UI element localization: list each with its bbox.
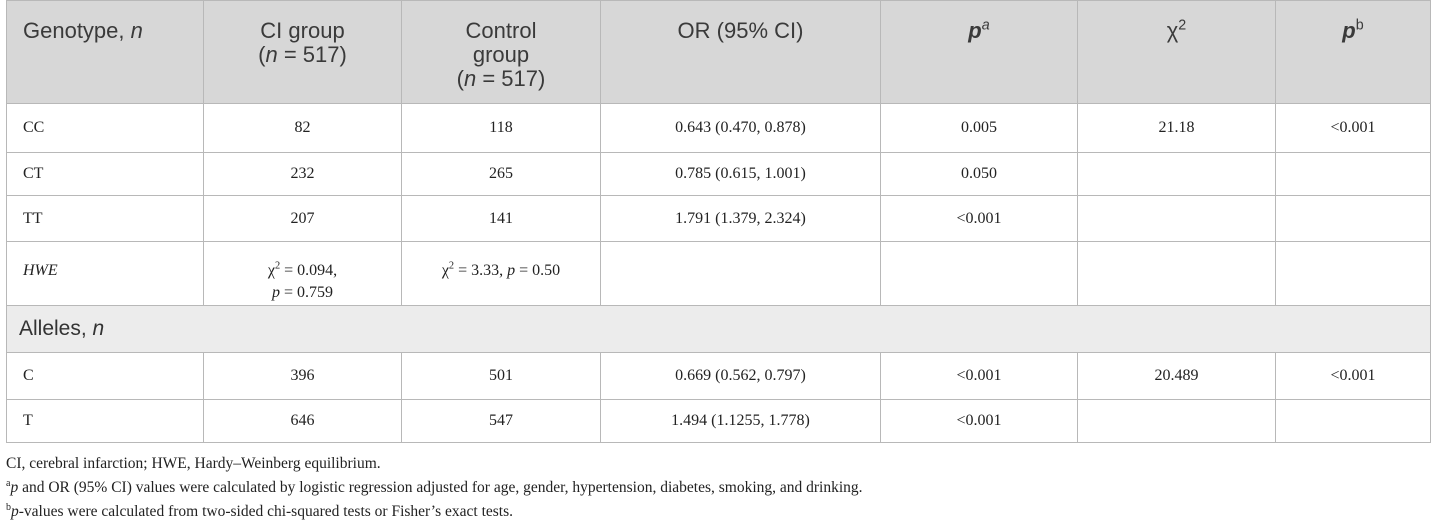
table-row: CT 232 265 0.785 (0.615, 1.001) 0.050	[6, 152, 1431, 196]
header-chi2: χ2	[1077, 0, 1276, 104]
table-row: CC 82 118 0.643 (0.470, 0.878) 0.005 21.…	[6, 103, 1431, 153]
cell-empty	[600, 241, 881, 306]
cell-genotype: CC	[6, 103, 204, 153]
cell-hwe-control: χ2 = 3.33, p = 0.50	[401, 241, 601, 306]
footnotes: CI, cerebral infarction; HWE, Hardy–Wein…	[6, 452, 1426, 524]
cell-or: 0.785 (0.615, 1.001)	[600, 152, 881, 196]
cell-empty	[880, 241, 1078, 306]
cell-p-b	[1275, 195, 1431, 242]
hwe-row: HWE χ2 = 0.094, p = 0.759 χ2 = 3.33, p = …	[6, 241, 1431, 306]
cell-p-a: <0.001	[880, 399, 1078, 443]
cell-ci: 396	[203, 352, 402, 400]
cell-ci: 82	[203, 103, 402, 153]
footnote-b: bp-values were calculated from two-sided…	[6, 501, 514, 520]
header-or: OR (95% CI)	[600, 0, 881, 104]
cell-allele: C	[6, 352, 204, 400]
table-row: T 646 547 1.494 (1.1255, 1.778) <0.001	[6, 399, 1431, 443]
header-genotype: Genotype, n	[6, 0, 204, 104]
cell-or: 0.643 (0.470, 0.878)	[600, 103, 881, 153]
cell-control: 265	[401, 152, 601, 196]
cell-ci: 207	[203, 195, 402, 242]
cell-control: 118	[401, 103, 601, 153]
header-p-b: pb	[1275, 0, 1431, 104]
results-table-container: Genotype, n CI group (n = 517) Control gro…	[6, 0, 1431, 443]
cell-control: 547	[401, 399, 601, 443]
table-row: C 396 501 0.669 (0.562, 0.797) <0.001 20…	[6, 352, 1431, 400]
cell-chi2	[1077, 195, 1276, 242]
cell-p-a: <0.001	[880, 352, 1078, 400]
section-label: Alleles, n	[6, 305, 1431, 353]
genotype-table: Genotype, n CI group (n = 517) Control gro…	[6, 0, 1431, 443]
cell-or: 1.494 (1.1255, 1.778)	[600, 399, 881, 443]
cell-empty	[1077, 241, 1276, 306]
header-control-group: Control group (n = 517)	[401, 0, 601, 104]
cell-chi2: 21.18	[1077, 103, 1276, 153]
cell-ci: 646	[203, 399, 402, 443]
cell-p-b	[1275, 399, 1431, 443]
cell-chi2	[1077, 152, 1276, 196]
cell-chi2	[1077, 399, 1276, 443]
cell-ci: 232	[203, 152, 402, 196]
cell-control: 141	[401, 195, 601, 242]
cell-control: 501	[401, 352, 601, 400]
cell-p-a: <0.001	[880, 195, 1078, 242]
header-row: Genotype, n CI group (n = 517) Control gro…	[6, 0, 1431, 104]
cell-or: 1.791 (1.379, 2.324)	[600, 195, 881, 242]
cell-p-a: 0.050	[880, 152, 1078, 196]
footnote-abbreviations: CI, cerebral infarction; HWE, Hardy–Wein…	[6, 455, 381, 472]
cell-chi2: 20.489	[1077, 352, 1276, 400]
table-row: TT 207 141 1.791 (1.379, 2.324) <0.001	[6, 195, 1431, 242]
cell-genotype: TT	[6, 195, 204, 242]
cell-hwe-label: HWE	[6, 241, 204, 306]
cell-p-b	[1275, 152, 1431, 196]
header-p-a: pa	[880, 0, 1078, 104]
cell-p-b: <0.001	[1275, 103, 1431, 153]
header-ci-group: CI group (n = 517)	[203, 0, 402, 104]
cell-empty	[1275, 241, 1431, 306]
cell-or: 0.669 (0.562, 0.797)	[600, 352, 881, 400]
cell-p-b: <0.001	[1275, 352, 1431, 400]
cell-allele: T	[6, 399, 204, 443]
section-row-alleles: Alleles, n	[6, 305, 1431, 353]
cell-hwe-ci: χ2 = 0.094, p = 0.759	[203, 241, 402, 306]
footnote-a: ap and OR (95% CI) values were calculate…	[6, 477, 863, 496]
cell-genotype: CT	[6, 152, 204, 196]
cell-p-a: 0.005	[880, 103, 1078, 153]
